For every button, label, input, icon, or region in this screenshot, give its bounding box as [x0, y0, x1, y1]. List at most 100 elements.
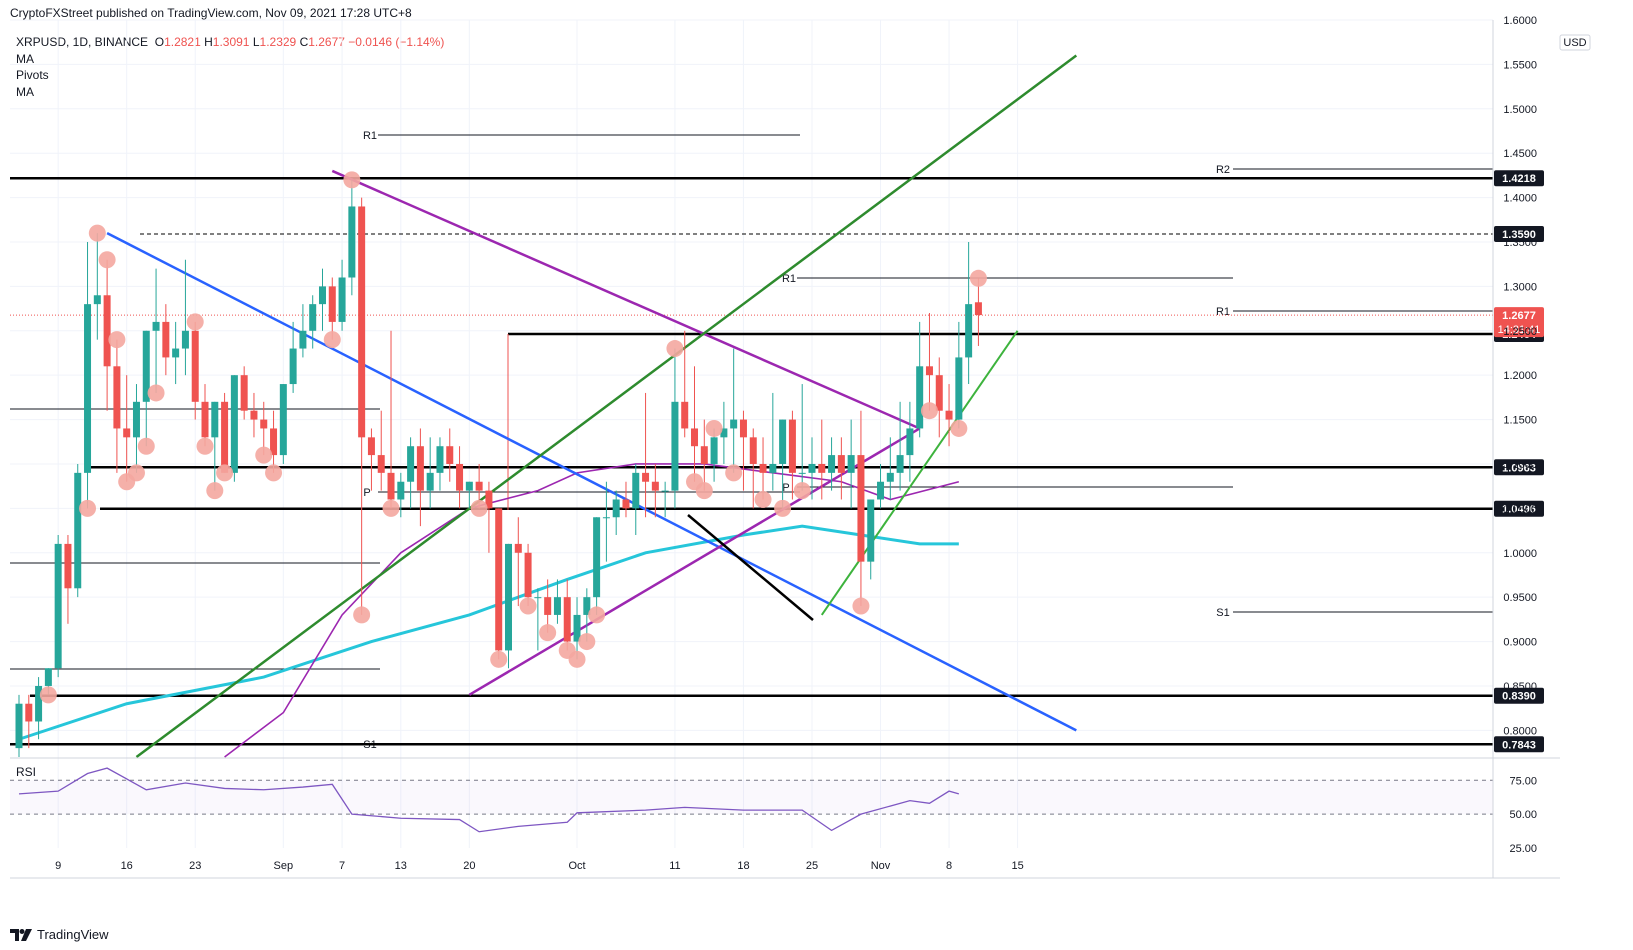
candle-body	[93, 295, 101, 305]
candle-body	[867, 499, 875, 562]
candle-body	[328, 286, 336, 322]
candle-body	[877, 481, 885, 500]
tradingview-brand-text: TradingView	[37, 927, 109, 942]
price-tick-label: 0.8500	[1503, 681, 1537, 693]
swing-marker	[470, 499, 488, 517]
candle-body	[828, 455, 836, 473]
price-axis[interactable]: 1.42181.35901.24641.09631.04960.83900.78…	[1492, 15, 1544, 878]
symbol-label[interactable]: XRPUSD, 1D, BINANCE	[16, 35, 149, 49]
candle-body	[642, 472, 650, 482]
price-tick-label: 1.2500	[1503, 326, 1537, 338]
candle-body	[495, 508, 503, 651]
candle-body	[103, 295, 111, 367]
candle-body	[935, 375, 943, 411]
trendline-blue-descending	[106, 231, 1077, 732]
tradingview-logo-icon	[10, 928, 32, 941]
swing-marker	[79, 499, 97, 517]
candle-body	[818, 463, 826, 473]
indicator-ma-1[interactable]: MA	[16, 51, 34, 66]
candle-body	[925, 366, 933, 376]
candle-body	[974, 302, 982, 316]
candle-body	[808, 463, 816, 473]
time-tick-label: Sep	[274, 860, 294, 872]
time-axis[interactable]: 9 16 23 Sep 7 13 20 Oct 11 18 25 Nov 8 15	[10, 860, 1560, 879]
candle-body	[505, 543, 512, 651]
tradingview-logo[interactable]: TradingView	[10, 927, 109, 942]
candle-body	[338, 277, 346, 322]
candle-body	[622, 499, 630, 509]
swing-marker	[725, 464, 743, 482]
swing-marker	[852, 597, 870, 615]
candle-body	[240, 375, 248, 411]
candle-body	[661, 490, 669, 492]
price-tick-label: 1.4000	[1503, 193, 1537, 205]
candle-body	[44, 668, 52, 686]
swing-marker	[265, 464, 283, 482]
candle-body	[691, 428, 699, 447]
candle-body	[221, 401, 229, 473]
level-price-text: 1.0963	[1502, 462, 1536, 474]
time-tick-label: 15	[1011, 860, 1023, 872]
candle-body	[632, 472, 640, 509]
candle-body	[769, 463, 777, 473]
time-tick-label: Nov	[871, 860, 891, 872]
price-tick-label: 0.9500	[1503, 592, 1537, 604]
close-label: C	[299, 35, 309, 49]
candle-body	[113, 366, 121, 429]
rsi-tick-label: 50.00	[1509, 809, 1537, 821]
candle-body	[563, 597, 571, 642]
candle-body	[514, 543, 522, 553]
candle-body	[152, 321, 160, 331]
swing-marker	[950, 419, 968, 437]
current-price-text: 1.2677	[1502, 310, 1536, 322]
price-tick-label: 1.1500	[1503, 415, 1537, 427]
swing-marker	[568, 650, 586, 668]
candle-body	[358, 206, 366, 438]
candle-body	[367, 437, 375, 456]
swing-marker	[705, 419, 723, 437]
candle-body	[465, 481, 473, 491]
candle-body	[387, 472, 395, 500]
candle-body	[299, 330, 307, 349]
rsi-label: RSI	[16, 765, 36, 779]
candle-body	[837, 455, 845, 473]
price-tick-label: 1.0500	[1503, 503, 1537, 515]
level-price-text: 1.4218	[1502, 173, 1536, 185]
level-price-tag	[1494, 687, 1544, 704]
indicator-pivots[interactable]: Pivots	[16, 68, 49, 82]
swing-marker	[539, 624, 557, 642]
rsi-pane: RSI 75.00 50.00 25.00	[10, 757, 1560, 855]
candle-body	[407, 446, 415, 482]
pivot-label: P	[363, 487, 370, 499]
level-price-text: 1.0496	[1502, 504, 1536, 516]
open-value: 1.2821	[164, 35, 201, 49]
swing-marker	[206, 482, 224, 500]
indicator-ma-2[interactable]: MA	[16, 84, 34, 99]
swing-marker	[108, 331, 126, 349]
swing-marker	[88, 224, 106, 242]
candle-body	[289, 348, 297, 385]
time-tick-label: 20	[463, 860, 475, 872]
candle-body	[593, 517, 601, 598]
swing-marker	[920, 402, 938, 420]
price-tick-label: 1.2000	[1503, 370, 1537, 382]
time-tick-label: 16	[121, 860, 133, 872]
time-tick-label: 7	[339, 860, 345, 872]
pivot-label: R1	[782, 273, 796, 285]
currency-label: USD	[1559, 34, 1591, 51]
candle-body	[279, 384, 287, 456]
swing-marker	[343, 171, 361, 189]
price-tick-label: 0.9000	[1503, 637, 1537, 649]
open-label: O	[154, 35, 165, 49]
swing-marker	[666, 340, 684, 358]
level-price-tag	[1494, 736, 1544, 753]
pivot-label: R2	[1216, 164, 1230, 176]
candle-body	[553, 597, 561, 615]
high-label: H	[204, 35, 213, 49]
swing-marker	[353, 606, 371, 624]
candles	[15, 179, 982, 757]
candle-body	[739, 419, 747, 438]
trendline-purple-descending	[331, 169, 921, 430]
candle-body	[201, 401, 209, 438]
